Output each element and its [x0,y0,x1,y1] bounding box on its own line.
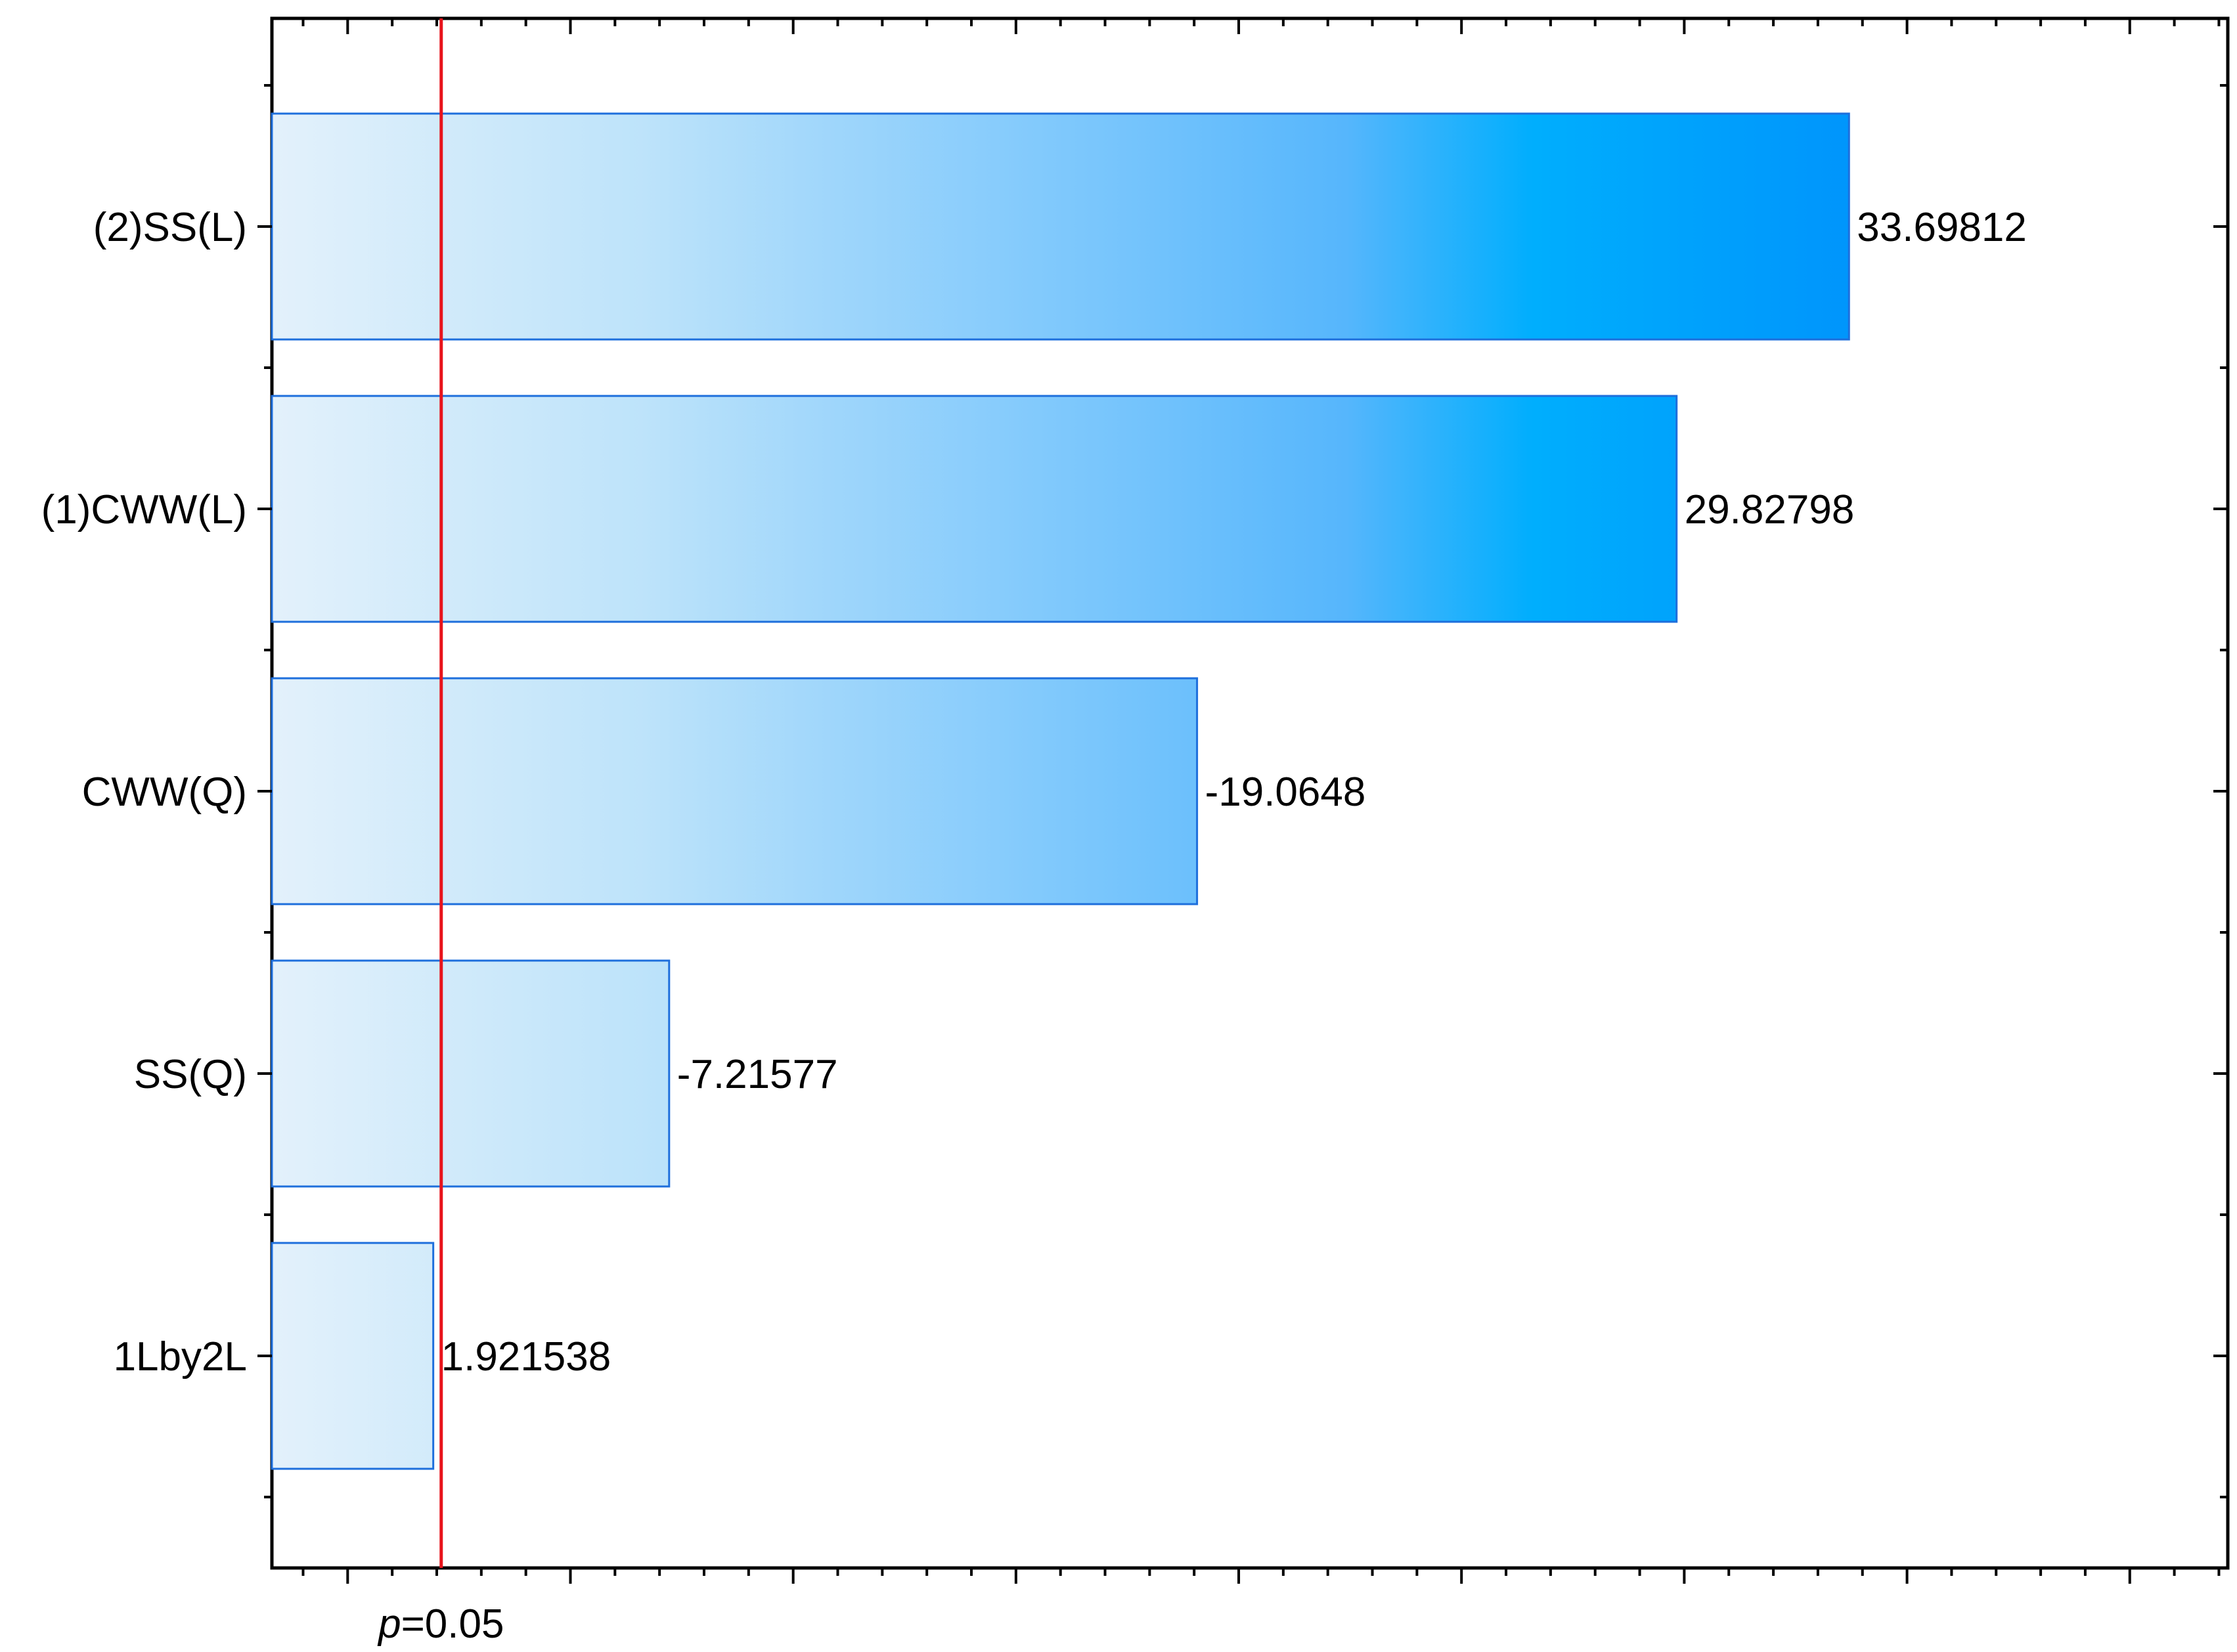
ticks-layer [257,18,2228,1584]
bar-0 [271,112,1850,341]
labels-layer: 33.69812 (2)SS(L) 29.82798 (1)CWW(L) -19.064… [41,205,2027,1380]
category-label: CWW(Q) [82,770,247,815]
bar-value-label: -19.0648 [1205,770,1366,815]
bar-4 [271,1242,435,1470]
category-label: SS(Q) [134,1052,247,1097]
bar-2 [271,677,1199,905]
bar-3 [271,959,671,1188]
category-label: (1)CWW(L) [41,487,247,533]
category-label: (2)SS(L) [93,205,247,250]
bar-value-label: 1.921538 [441,1334,611,1380]
bar-value-label: 33.69812 [1857,205,2027,250]
bar-value-label: 29.82798 [1685,487,1855,533]
reference-line-layer: p=0.05 [377,18,504,1647]
bar-value-label: -7.21577 [677,1052,838,1097]
bars-layer [271,112,1850,1470]
bar-1 [271,395,1678,623]
category-label: 1Lby2L [114,1334,247,1380]
significance-label: p=0.05 [377,1601,504,1647]
